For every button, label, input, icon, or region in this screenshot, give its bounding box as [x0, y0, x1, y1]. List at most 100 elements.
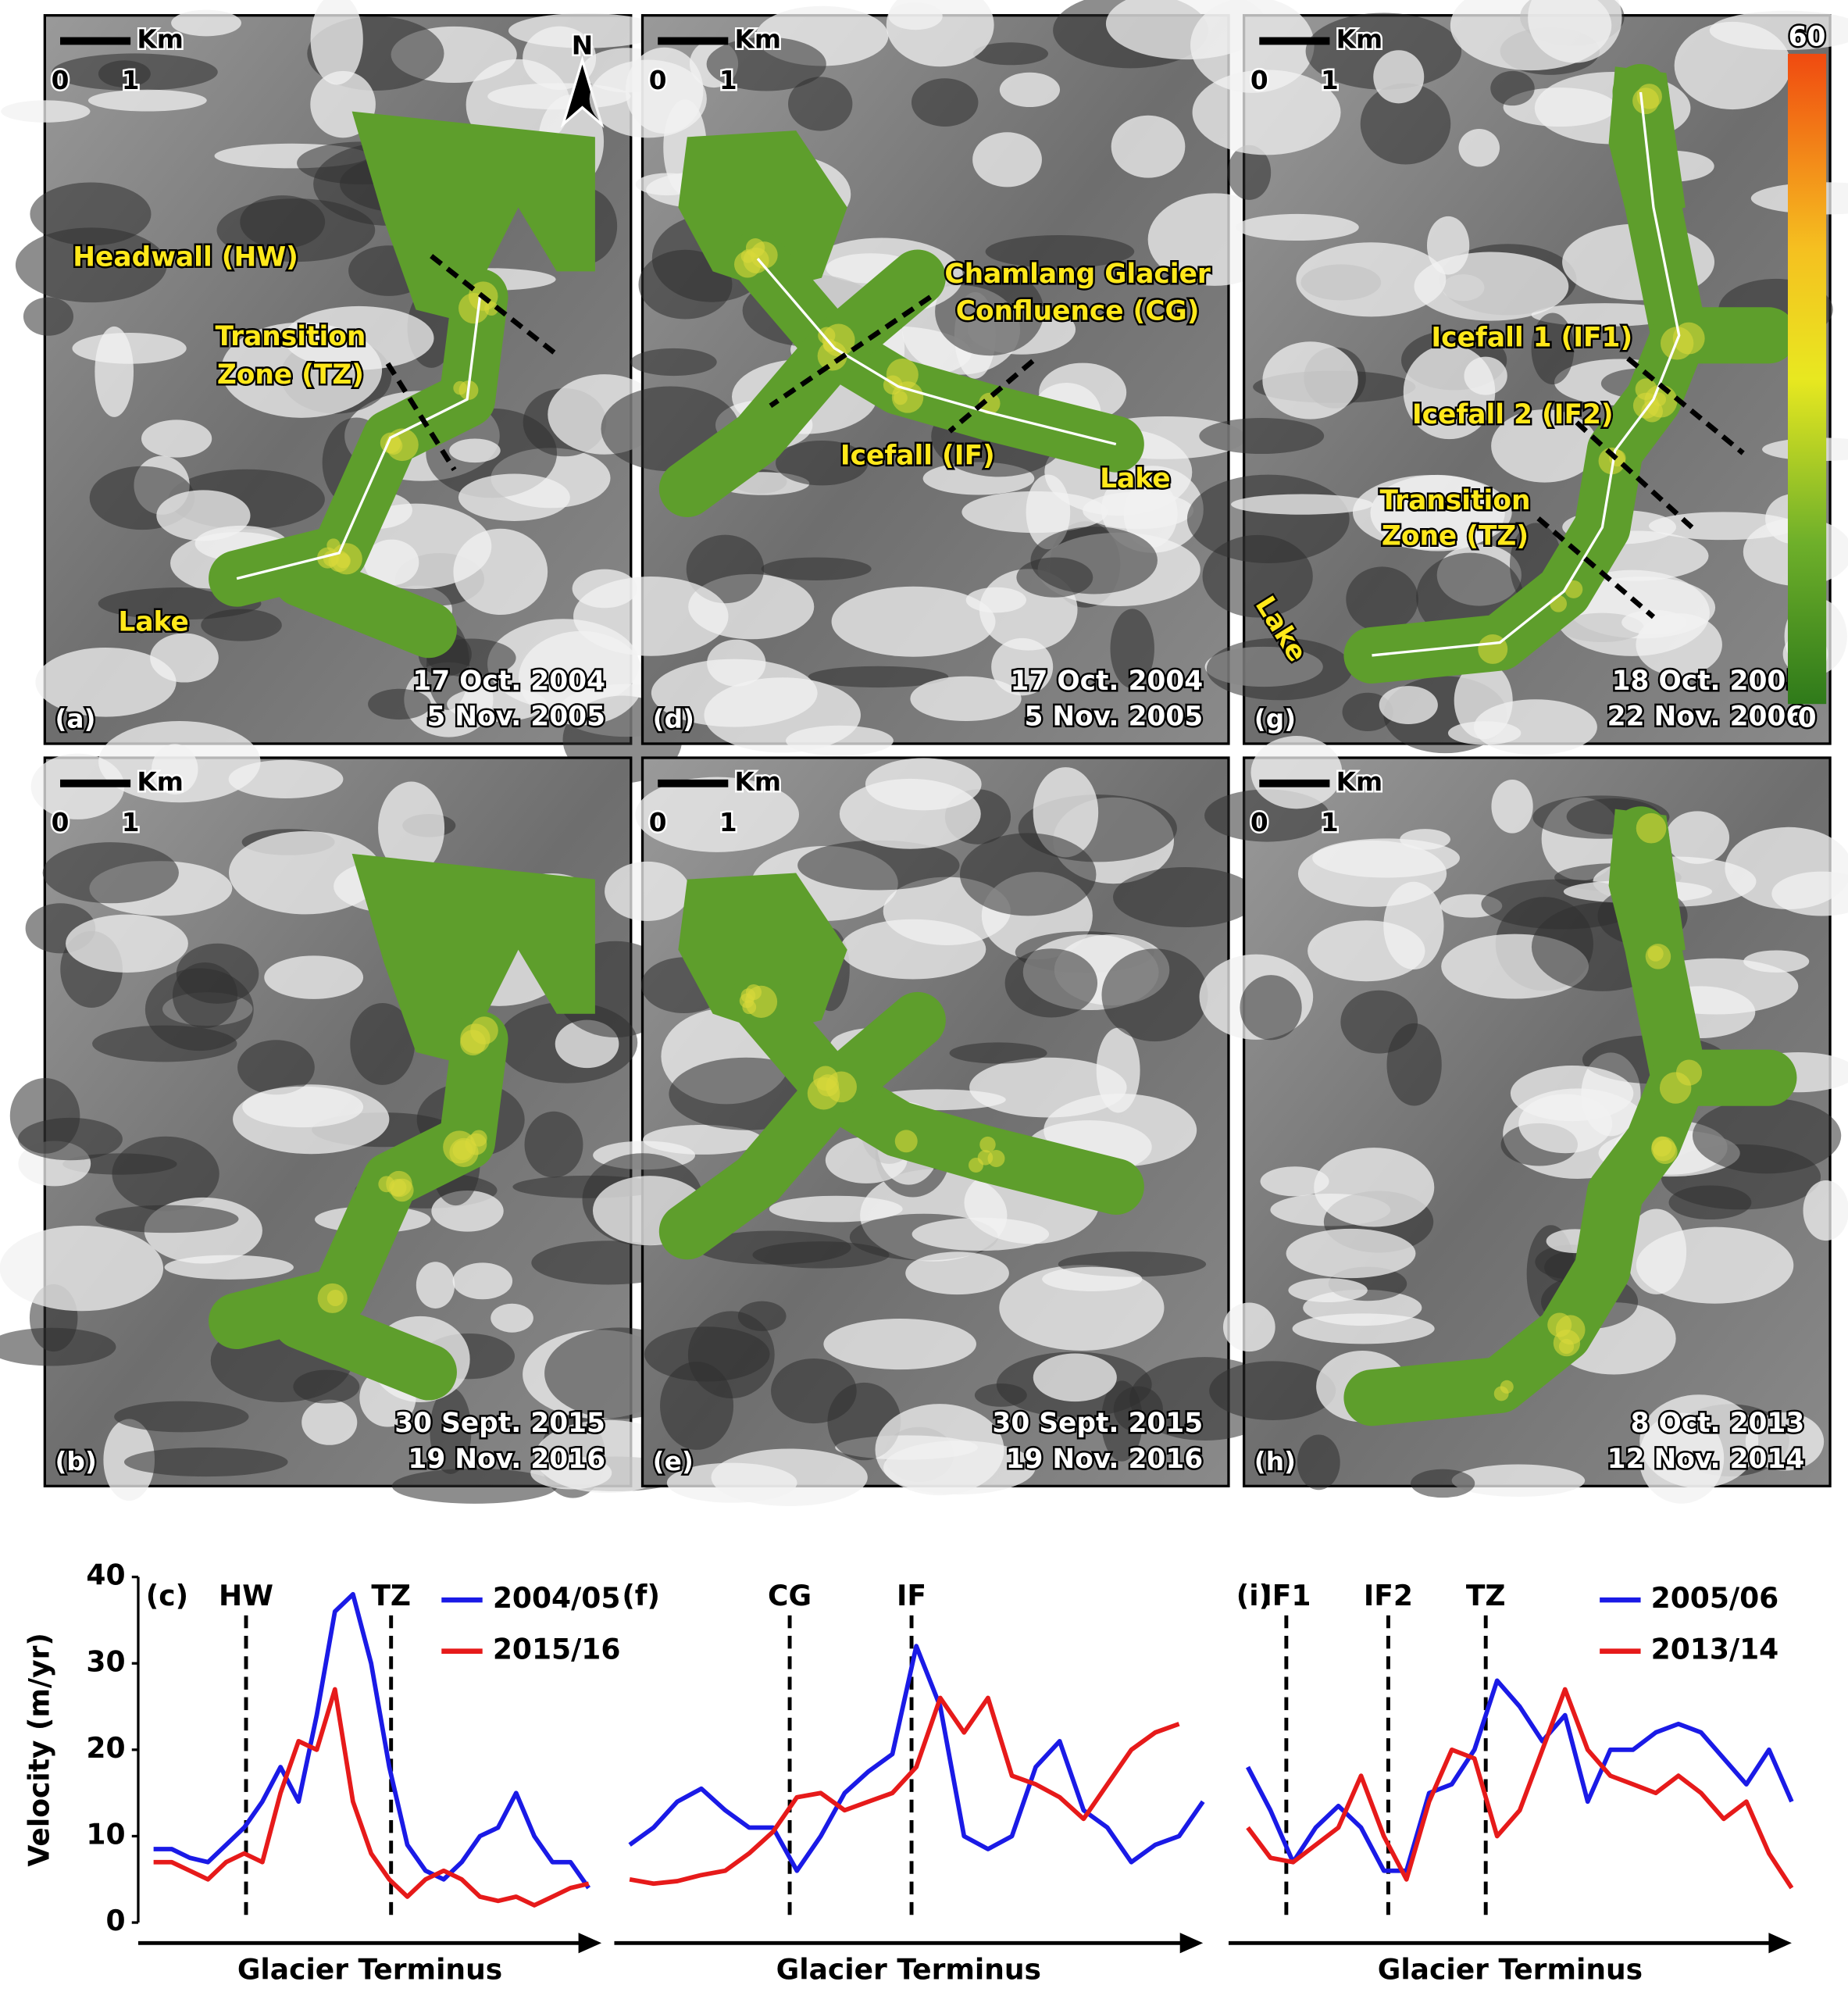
legend-label: 2013/14: [1651, 1634, 1779, 1666]
velocity-spot: [1644, 384, 1678, 418]
scale-bar: [1259, 779, 1330, 787]
terrain: [589, 59, 707, 138]
terrain: [974, 1383, 1027, 1407]
annotation: Lake: [118, 606, 188, 637]
terrain: [1250, 736, 1343, 809]
date: 17 Oct. 2004: [412, 666, 605, 697]
terrain: [350, 1003, 416, 1085]
terrain: [66, 914, 188, 973]
terrain: [171, 9, 241, 37]
terrain: [985, 234, 1135, 269]
date: 30 Sept. 2015: [394, 1408, 605, 1439]
terrain: [164, 1255, 294, 1280]
annotation: Transition: [1380, 485, 1531, 516]
terrain: [112, 1136, 219, 1212]
terrain: [707, 639, 766, 687]
scale-tick: 0: [649, 66, 667, 95]
centerline: [236, 296, 482, 580]
terrain: [98, 60, 151, 87]
marker-label: TZ: [371, 1580, 411, 1612]
series-line: [153, 1687, 590, 1908]
glacier: [209, 853, 595, 1401]
panel-label: (e): [653, 1447, 694, 1476]
series-line: [628, 1644, 1205, 1873]
terrain: [144, 968, 254, 1051]
annotation: Icefall 2 (IF2): [1412, 399, 1614, 430]
terrain: [1464, 356, 1507, 395]
velocity-spot: [893, 391, 908, 405]
terrain: [524, 1111, 583, 1178]
legend-label: 2015/16: [493, 1634, 621, 1666]
terrain: [1360, 83, 1451, 165]
scale-tick: 1: [122, 66, 140, 95]
terrain: [141, 419, 212, 458]
terrain: [1426, 216, 1470, 275]
scale-tick: 0: [52, 66, 70, 95]
terrain: [1473, 699, 1597, 755]
terrain: [573, 577, 729, 656]
terrain: [875, 1404, 1004, 1496]
terrain: [1626, 1208, 1687, 1294]
terrain: [776, 440, 869, 486]
terrain: [1297, 1434, 1340, 1491]
date: 18 Oct. 2005: [1612, 666, 1805, 697]
velocity-spot: [326, 538, 341, 552]
terrain: [1745, 1412, 1825, 1471]
terrain: [42, 842, 179, 904]
terrain: [1296, 242, 1447, 317]
terrain: [1192, 70, 1341, 155]
terrain: [228, 759, 344, 799]
annotation: Icefall (IF): [840, 440, 995, 471]
scale-tick: 0: [1250, 66, 1268, 95]
series-line: [629, 1695, 1180, 1887]
terrain: [1262, 341, 1358, 419]
terrain: [1668, 1185, 1752, 1220]
marker-label: IF1: [1261, 1580, 1311, 1612]
terrain: [888, 2, 943, 30]
terrain: [1292, 1313, 1435, 1344]
terrain: [1531, 312, 1575, 385]
terrain: [1033, 1353, 1117, 1402]
glacier-area: [658, 1062, 863, 1260]
marker-label: HW: [219, 1580, 273, 1612]
terrain: [18, 1117, 123, 1161]
terrain: [840, 919, 986, 980]
velocity-spot: [987, 1150, 1005, 1167]
terrain: [530, 1456, 612, 1490]
terrain: [518, 630, 644, 726]
glacier-area: [678, 873, 847, 1034]
marker-label: TZ: [1466, 1580, 1506, 1612]
velocity-spot: [1598, 447, 1625, 475]
terrain: [240, 195, 326, 249]
terrain: [1510, 1066, 1634, 1122]
arrow-head: [1768, 1933, 1792, 1954]
terrain: [911, 78, 979, 127]
y-tick-label: 40: [86, 1560, 125, 1592]
terrain: [15, 227, 167, 303]
terrain: [114, 1401, 249, 1433]
glacier: [658, 873, 1144, 1260]
terrain: [704, 677, 861, 753]
terrain: [229, 831, 383, 915]
terrain: [1490, 70, 1535, 106]
terrain: [447, 687, 548, 722]
scale-unit: Km: [735, 767, 782, 797]
terrain: [605, 861, 690, 922]
velocity-spot: [979, 1136, 996, 1153]
terrain: [769, 1195, 903, 1223]
terrain: [660, 1362, 734, 1450]
terrain: [23, 297, 74, 336]
terrain: [87, 89, 207, 112]
velocity-spot: [807, 1076, 840, 1110]
velocity-spot: [449, 1137, 479, 1168]
annotation: Chamlang Glacier: [944, 259, 1211, 290]
terrain: [961, 491, 1108, 534]
velocity-spot: [386, 428, 419, 462]
x-axis-label: Glacier Terminus: [1378, 1954, 1643, 1986]
scale-bar: [1259, 37, 1330, 45]
terrain: [643, 1124, 763, 1155]
scale-unit: Km: [137, 767, 184, 797]
terrain: [686, 534, 765, 604]
